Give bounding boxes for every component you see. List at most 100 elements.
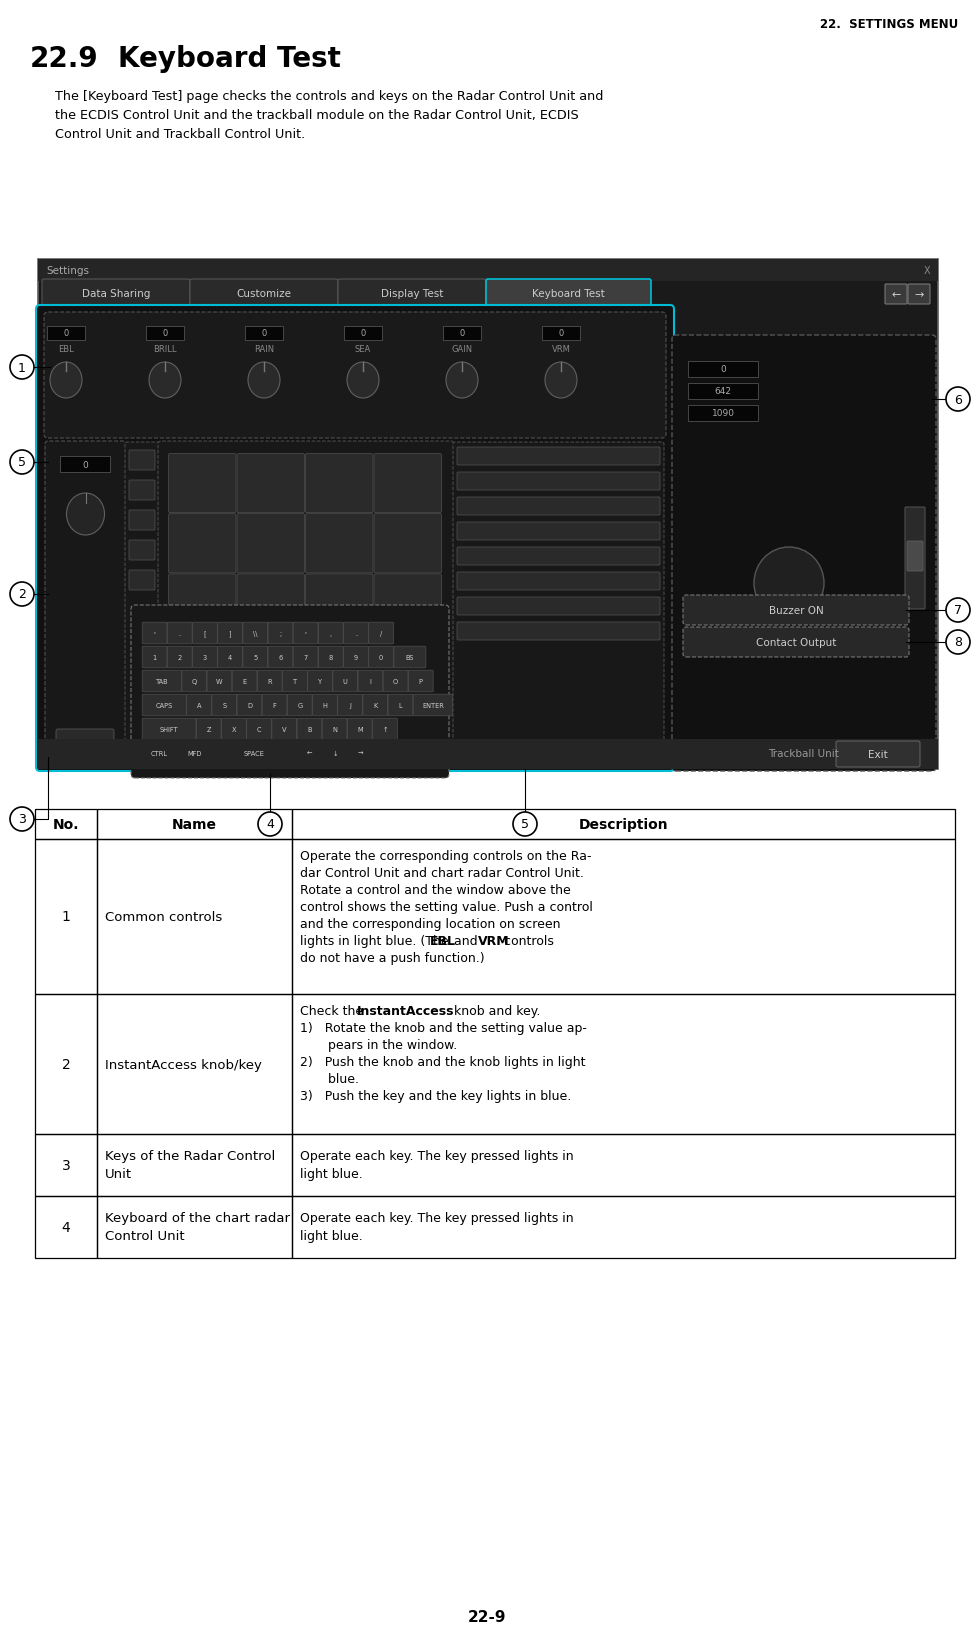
Text: C: C <box>257 726 261 733</box>
FancyBboxPatch shape <box>187 695 211 716</box>
Text: ': ' <box>154 631 156 636</box>
Text: 5: 5 <box>18 456 26 469</box>
Text: ]: ] <box>229 631 232 638</box>
FancyBboxPatch shape <box>168 623 192 644</box>
FancyBboxPatch shape <box>129 511 155 531</box>
FancyBboxPatch shape <box>182 670 206 692</box>
Text: B: B <box>307 726 312 733</box>
FancyBboxPatch shape <box>318 623 343 644</box>
Bar <box>292 1196 955 1259</box>
Text: 5: 5 <box>521 818 529 831</box>
FancyBboxPatch shape <box>348 742 372 764</box>
Text: 0: 0 <box>163 329 168 338</box>
Text: →: → <box>357 751 363 757</box>
Text: S: S <box>222 703 226 708</box>
Text: 4: 4 <box>61 1221 70 1234</box>
Text: 3: 3 <box>61 1159 70 1172</box>
FancyBboxPatch shape <box>306 634 373 693</box>
Text: controls: controls <box>500 934 554 947</box>
Text: do not have a push function.): do not have a push function.) <box>300 951 485 964</box>
Text: D: D <box>247 703 252 708</box>
Text: VRM: VRM <box>478 934 509 947</box>
Text: X: X <box>923 266 930 275</box>
Bar <box>688 384 758 400</box>
FancyBboxPatch shape <box>246 720 272 741</box>
Text: H: H <box>322 703 327 708</box>
FancyBboxPatch shape <box>56 729 114 754</box>
Text: SHIFT: SHIFT <box>160 726 178 733</box>
Ellipse shape <box>149 362 181 398</box>
Text: 2)   Push the knob and the knob lights in light: 2) Push the knob and the knob lights in … <box>300 1056 585 1069</box>
FancyBboxPatch shape <box>190 280 338 308</box>
FancyBboxPatch shape <box>369 623 393 644</box>
Bar <box>35 839 97 995</box>
FancyBboxPatch shape <box>885 285 907 305</box>
FancyBboxPatch shape <box>306 454 373 513</box>
FancyBboxPatch shape <box>193 623 217 644</box>
Text: 6: 6 <box>955 393 962 406</box>
Ellipse shape <box>545 362 577 398</box>
Bar <box>344 326 382 341</box>
FancyBboxPatch shape <box>344 647 368 669</box>
Text: 1: 1 <box>153 654 157 661</box>
FancyBboxPatch shape <box>374 634 441 693</box>
Text: 0: 0 <box>82 461 88 469</box>
FancyBboxPatch shape <box>907 541 923 572</box>
Text: M: M <box>356 726 362 733</box>
Bar <box>35 810 97 839</box>
Text: 22.  SETTINGS MENU: 22. SETTINGS MENU <box>820 18 958 31</box>
FancyBboxPatch shape <box>683 628 909 657</box>
Text: and: and <box>450 934 481 947</box>
FancyBboxPatch shape <box>313 695 337 716</box>
Bar <box>443 326 481 341</box>
Text: P: P <box>419 679 423 685</box>
Circle shape <box>258 813 282 836</box>
Text: ←: ← <box>891 290 901 300</box>
Text: →: → <box>915 290 923 300</box>
FancyBboxPatch shape <box>344 623 368 644</box>
Text: Contact Output: Contact Output <box>756 638 837 647</box>
Text: N: N <box>332 726 337 733</box>
Bar <box>292 1134 955 1196</box>
Text: \\: \\ <box>253 631 257 636</box>
Text: 3: 3 <box>203 654 207 661</box>
Circle shape <box>10 582 34 606</box>
Text: BS: BS <box>405 654 414 661</box>
Bar <box>60 457 110 472</box>
Text: R: R <box>268 679 272 685</box>
FancyBboxPatch shape <box>306 695 373 754</box>
FancyBboxPatch shape <box>142 695 186 716</box>
Text: Rotate a control and the window above the: Rotate a control and the window above th… <box>300 883 571 897</box>
Text: No.: No. <box>53 818 79 831</box>
FancyBboxPatch shape <box>237 454 305 513</box>
FancyBboxPatch shape <box>129 480 155 500</box>
Text: pears in the window.: pears in the window. <box>300 1039 457 1051</box>
FancyBboxPatch shape <box>393 647 426 669</box>
FancyBboxPatch shape <box>358 670 383 692</box>
Text: 1090: 1090 <box>711 410 734 418</box>
Text: dar Control Unit and chart radar Control Unit.: dar Control Unit and chart radar Control… <box>300 867 583 880</box>
Text: ,: , <box>330 631 332 636</box>
Text: X: X <box>232 726 236 733</box>
FancyBboxPatch shape <box>486 280 651 308</box>
Text: J: J <box>349 703 351 708</box>
FancyBboxPatch shape <box>297 720 321 741</box>
FancyBboxPatch shape <box>457 498 660 516</box>
Text: ↑: ↑ <box>382 726 388 733</box>
Text: K: K <box>373 703 377 708</box>
Bar <box>97 839 292 995</box>
FancyBboxPatch shape <box>457 572 660 590</box>
FancyBboxPatch shape <box>131 606 449 779</box>
FancyBboxPatch shape <box>306 515 373 574</box>
FancyBboxPatch shape <box>453 443 664 764</box>
FancyBboxPatch shape <box>457 598 660 616</box>
Text: The [Keyboard Test] page checks the controls and keys on the Radar Control Unit : The [Keyboard Test] page checks the cont… <box>55 90 603 141</box>
Text: VRM: VRM <box>551 344 571 354</box>
Text: 2: 2 <box>177 654 182 661</box>
Text: 1: 1 <box>61 910 70 924</box>
Circle shape <box>946 631 970 654</box>
Text: 4: 4 <box>228 654 232 661</box>
FancyBboxPatch shape <box>243 647 268 669</box>
Text: Operate the corresponding controls on the Ra-: Operate the corresponding controls on th… <box>300 849 591 862</box>
Text: T: T <box>293 679 297 685</box>
